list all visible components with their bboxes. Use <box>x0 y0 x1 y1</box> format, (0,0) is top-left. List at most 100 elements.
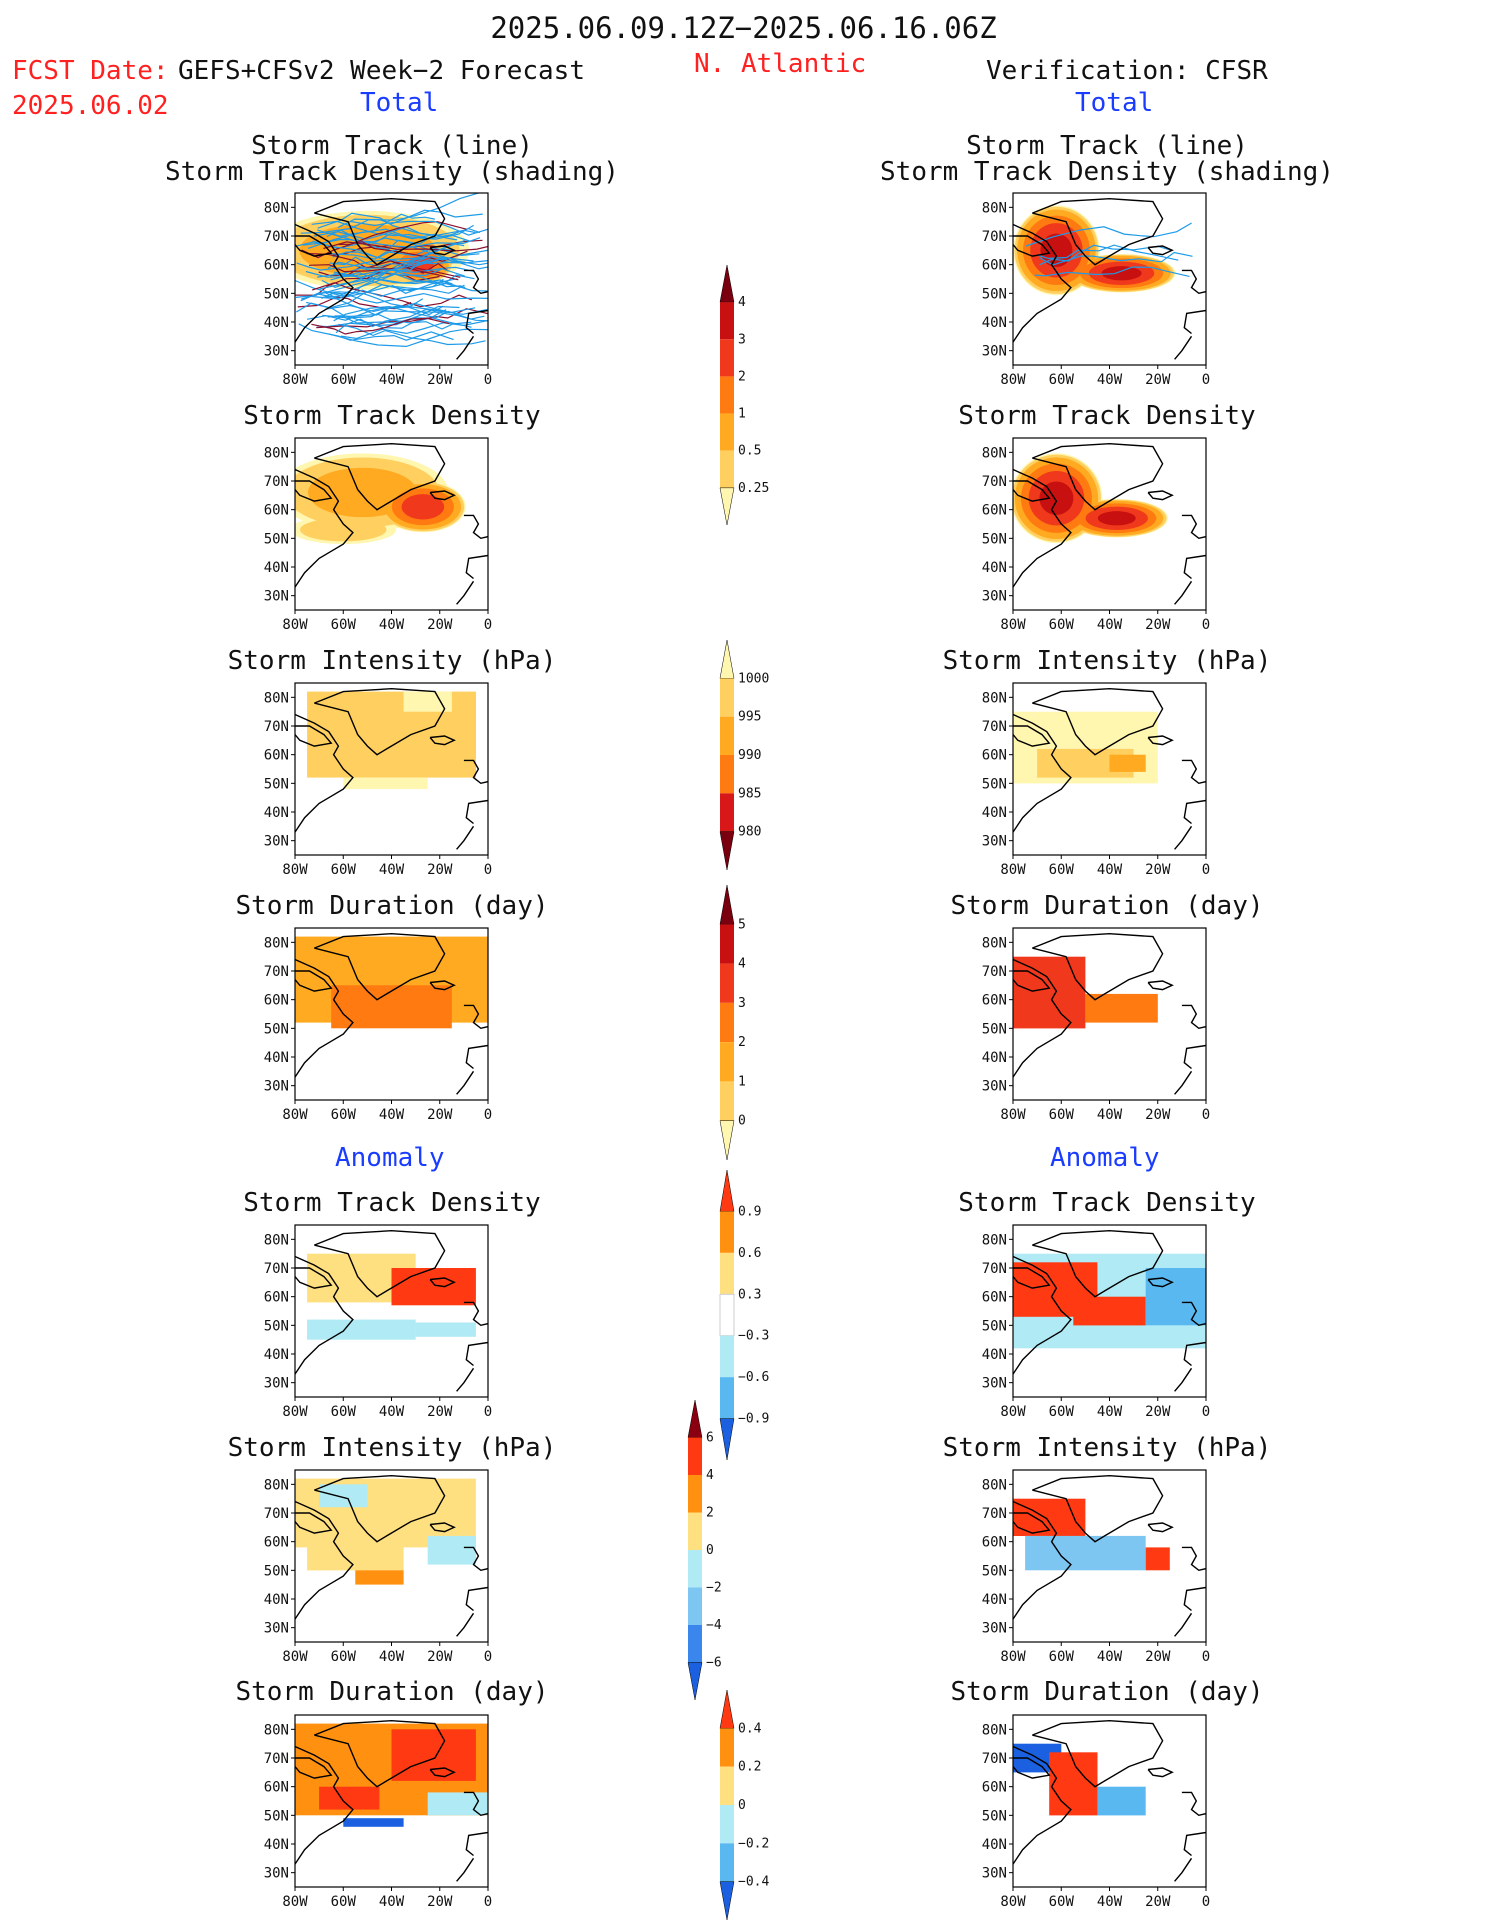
y-tick-label: 50N <box>982 1318 1007 1334</box>
x-tick-label: 20W <box>427 862 453 878</box>
x-tick-label: 40W <box>379 1894 405 1910</box>
coastline <box>1147 1522 1174 1533</box>
storm-track-line <box>306 302 451 321</box>
coastline <box>295 235 333 257</box>
x-tick-label: 0 <box>484 862 492 878</box>
coastline <box>295 1500 354 1620</box>
fcst-track-title-2: Storm Track Density (shading) <box>165 157 619 187</box>
coastline <box>463 514 488 580</box>
coastline <box>1181 1791 1206 1857</box>
x-tick-label: 60W <box>331 1649 357 1665</box>
coastline <box>314 1229 446 1298</box>
map-panel-obs-anom-intensity: 80N 70N 60N 50N 40N 30N 80W 60W 40W 20W 0 <box>982 1469 1210 1665</box>
storm-track-line <box>316 317 472 328</box>
colorbar-label: −2 <box>706 1581 722 1596</box>
storm-track-line <box>322 310 488 322</box>
storm-track-line <box>340 319 488 340</box>
coastline <box>295 1757 333 1779</box>
x-tick-label: 40W <box>1097 372 1123 388</box>
y-tick-label: 40N <box>982 1837 1007 1853</box>
storm-track-line <box>295 271 440 296</box>
x-tick-label: 40W <box>1097 617 1123 633</box>
colorbar-label: 1 <box>738 1074 746 1089</box>
colorbar-label: 0.2 <box>738 1760 761 1775</box>
coastline <box>1174 1612 1193 1637</box>
coastline <box>1147 490 1174 501</box>
y-tick-label: 30N <box>264 1079 289 1095</box>
coastline <box>295 1745 354 1865</box>
map-panel-fcst-anom-density: 80N 70N 60N 50N 40N 30N 80W 60W 40W 20W 0 <box>264 1224 492 1420</box>
shaded-region <box>415 1322 476 1337</box>
y-tick-label: 80N <box>264 1232 289 1248</box>
coastline <box>1013 713 1072 833</box>
colorbar-label: 990 <box>738 748 761 763</box>
colorbar-label: 3 <box>738 996 746 1011</box>
colorbar-label: 0 <box>706 1543 714 1558</box>
x-tick-label: 20W <box>427 372 453 388</box>
colorbar-label: 0.9 <box>738 1204 761 1219</box>
coastline <box>314 197 446 266</box>
coastline <box>429 1522 456 1533</box>
x-tick-label: 0 <box>1202 1894 1210 1910</box>
x-tick-label: 60W <box>1049 372 1075 388</box>
y-tick-label: 60N <box>264 503 289 519</box>
y-tick-label: 50N <box>264 1021 289 1037</box>
obs-anom-density-title: Storm Track Density <box>958 1188 1256 1218</box>
y-tick-label: 50N <box>982 531 1007 547</box>
x-tick-label: 60W <box>331 372 357 388</box>
x-tick-label: 80W <box>282 1649 308 1665</box>
x-tick-label: 0 <box>1202 1649 1210 1665</box>
storm-track-line <box>317 212 476 237</box>
shaded-region <box>1049 1752 1098 1816</box>
coastline <box>1174 580 1193 605</box>
y-tick-label: 50N <box>264 286 289 302</box>
x-tick-label: 80W <box>282 1107 308 1123</box>
coastline <box>1147 1277 1174 1288</box>
map-panel-obs-anom-duration: 80N 70N 60N 50N 40N 30N 80W 60W 40W 20W 0 <box>982 1714 1210 1910</box>
y-tick-label: 40N <box>982 1592 1007 1608</box>
coastline <box>1013 970 1051 992</box>
y-tick-label: 70N <box>982 1261 1007 1277</box>
x-tick-label: 20W <box>427 1649 453 1665</box>
obs-anom-intensity-title: Storm Intensity (hPa) <box>942 1433 1272 1463</box>
coastline <box>1181 1301 1206 1367</box>
coastline <box>1181 1004 1206 1070</box>
y-tick-label: 70N <box>264 474 289 490</box>
y-tick-label: 60N <box>982 503 1007 519</box>
coastline <box>456 1857 475 1882</box>
map-panel-fcst-duration: 80N 70N 60N 50N 40N 30N 80W 60W 40W 20W 0 <box>264 927 492 1123</box>
x-tick-label: 80W <box>282 372 308 388</box>
storm-track-line <box>337 209 483 229</box>
x-tick-label: 0 <box>1202 617 1210 633</box>
coastline <box>429 735 456 746</box>
storm-track-line <box>327 247 480 260</box>
x-tick-label: 20W <box>427 1404 453 1420</box>
y-tick-label: 50N <box>264 1318 289 1334</box>
colorbar-cb-intensity: 1000 995 990 985 980 <box>719 639 769 871</box>
y-tick-label: 40N <box>264 560 289 576</box>
colorbar-label: 4 <box>738 295 746 310</box>
x-tick-label: 20W <box>427 1107 453 1123</box>
x-tick-label: 20W <box>427 1894 453 1910</box>
x-tick-label: 0 <box>484 1894 492 1910</box>
shaded-region <box>307 1319 416 1340</box>
map-panel-obs-intensity: 80N 70N 60N 50N 40N 30N 80W 60W 40W 20W 0 <box>982 682 1210 878</box>
y-tick-label: 80N <box>982 690 1007 706</box>
y-tick-label: 80N <box>982 1722 1007 1738</box>
coastline <box>1013 725 1051 747</box>
fcst-date-value: 2025.06.02 <box>12 91 169 121</box>
coastline <box>1181 269 1206 335</box>
y-tick-label: 80N <box>982 935 1007 951</box>
coastline <box>1013 235 1051 257</box>
map-panel-obs-track-line: 80N 70N 60N 50N 40N 30N 80W 60W 40W 20W 0 <box>982 192 1210 388</box>
model-label: GEFS+CFSv2 Week−2 Forecast <box>178 56 585 86</box>
y-tick-label: 60N <box>264 1780 289 1796</box>
map-panel-fcst-track-density: 80N 70N 60N 50N 40N 30N 80W 60W 40W 20W 0 <box>264 437 492 633</box>
x-tick-label: 40W <box>379 617 405 633</box>
coastline <box>1032 687 1164 756</box>
colorbar-label: 0.25 <box>738 481 769 496</box>
y-tick-label: 70N <box>982 719 1007 735</box>
x-tick-label: 40W <box>1097 862 1123 878</box>
coastline <box>314 442 446 511</box>
y-tick-label: 70N <box>264 964 289 980</box>
